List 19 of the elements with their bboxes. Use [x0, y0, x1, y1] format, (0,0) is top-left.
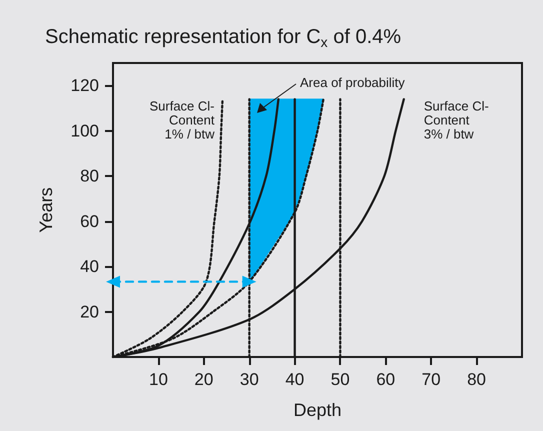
y-axis-title: Years	[36, 187, 56, 233]
y-tick-label: 40	[80, 257, 99, 276]
y-tick-label: 60	[80, 212, 99, 231]
y-tick-label: 20	[80, 302, 99, 322]
y-tick-label: 80	[80, 166, 99, 186]
x-tick-label: 40	[285, 370, 304, 389]
x-tick-label: 80	[467, 370, 486, 389]
annotation: Area of probability	[300, 75, 406, 90]
x-tick-label: 20	[194, 370, 214, 389]
y-tick-label: 120	[70, 76, 99, 96]
x-tick-label: 30	[240, 370, 259, 389]
x-tick-label: 50	[330, 370, 350, 389]
series-label: Surface Cl- Content 3% / btw	[424, 98, 489, 142]
x-tick-label: 10	[148, 370, 168, 389]
series-label: Surface Cl- Content 1% / btw	[149, 98, 216, 142]
y-tick-label: 100	[70, 121, 99, 140]
x-tick-label: 60	[376, 370, 396, 389]
x-tick-label: 70	[422, 370, 441, 389]
x-axis-title: Depth	[293, 400, 342, 420]
